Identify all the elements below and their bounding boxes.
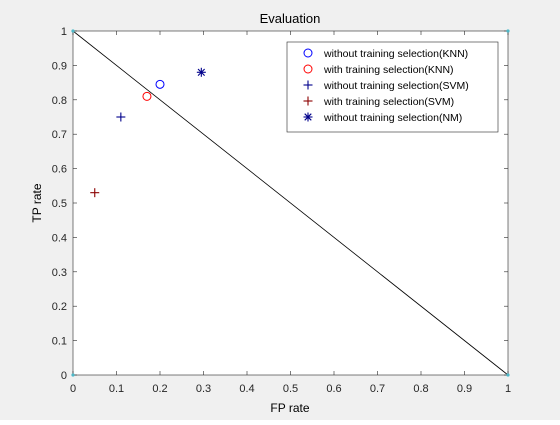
axis-ticks: 0 0.1 0.2 0.3 0.4 0.5 0.6 0.7 0.8 0.9 1 0 0.1 0.2 0.3 0… xyxy=(52,26,511,395)
corner-dot xyxy=(71,29,75,33)
data-point-plus xyxy=(116,112,126,122)
x-tick-label: 0 xyxy=(70,383,76,395)
legend-marker-plus xyxy=(303,96,313,106)
y-tick-label: 0.7 xyxy=(52,129,67,141)
legend-marker-circle xyxy=(303,64,313,74)
data-point-circle xyxy=(155,79,165,89)
y-axis-label: TP rate xyxy=(30,183,44,222)
data-point-asterisk xyxy=(196,67,206,77)
x-tick-label: 1 xyxy=(505,383,511,395)
corner-dot xyxy=(71,373,75,377)
x-tick-label: 0.8 xyxy=(413,383,428,395)
legend-label: without training selection(SVM) xyxy=(323,80,469,92)
legend-marker-asterisk xyxy=(303,112,313,122)
y-tick-label: 0.6 xyxy=(52,164,67,176)
corner-markers xyxy=(71,29,510,377)
x-tick-label: 0.4 xyxy=(239,383,254,395)
x-tick-label: 0.2 xyxy=(152,383,167,395)
legend-label: with training selection(SVM) xyxy=(323,96,454,108)
x-tick-label: 0.5 xyxy=(283,383,298,395)
legend-box xyxy=(286,41,499,133)
y-tick-label: 1 xyxy=(61,26,67,38)
data-point-plus xyxy=(90,188,100,198)
data-point-circle xyxy=(142,91,152,101)
y-tick-label: 0.4 xyxy=(52,232,67,244)
legend-label: without training selection(KNN) xyxy=(323,48,468,60)
y-tick-label: 0.3 xyxy=(52,267,67,279)
legend-marker-plus xyxy=(303,80,313,90)
x-tick-label: 0.9 xyxy=(457,383,472,395)
y-tick-label: 0.2 xyxy=(52,301,67,313)
y-tick-label: 0.1 xyxy=(52,336,67,348)
data-points xyxy=(90,67,206,198)
corner-dot xyxy=(506,29,510,33)
legend: without training selection(KNN) with trai… xyxy=(286,41,499,133)
legend-label: with training selection(KNN) xyxy=(323,64,454,76)
x-tick-label: 0.1 xyxy=(109,383,124,395)
x-axis-label: FP rate xyxy=(270,401,309,415)
y-tick-label: 0 xyxy=(61,370,67,382)
legend-items: without training selection(KNN) with trai… xyxy=(303,48,469,124)
corner-dot xyxy=(506,373,510,377)
x-tick-label: 0.7 xyxy=(370,383,385,395)
legend-label: without training selection(NM) xyxy=(323,112,462,124)
y-tick-label: 0.5 xyxy=(52,198,67,210)
reference-diagonal-line xyxy=(72,30,509,376)
x-tick-label: 0.6 xyxy=(326,383,341,395)
y-tick-label: 0.9 xyxy=(52,60,67,72)
legend-marker-circle xyxy=(303,48,313,58)
reference-line-layer xyxy=(72,30,509,376)
y-tick-label: 0.8 xyxy=(52,95,67,107)
chart-title: Evaluation xyxy=(260,11,321,26)
x-tick-label: 0.3 xyxy=(196,383,211,395)
